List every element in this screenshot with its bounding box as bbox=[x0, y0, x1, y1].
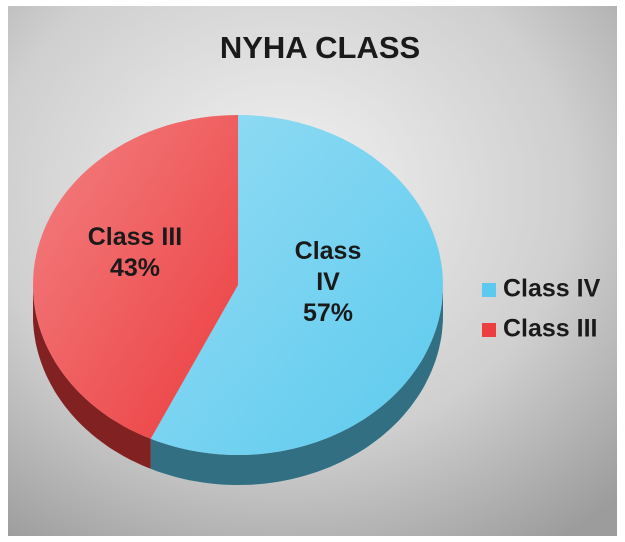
value-label: 43% bbox=[109, 254, 161, 282]
legend-swatch bbox=[482, 323, 496, 337]
slice-side bbox=[33, 285, 151, 469]
slice-side bbox=[150, 285, 443, 485]
slice-label: Class IV 57% bbox=[283, 236, 373, 329]
legend-swatch bbox=[482, 283, 496, 297]
slice-label: Class III 43% bbox=[65, 222, 205, 284]
value-label: 57% bbox=[302, 299, 354, 327]
slice-shine bbox=[33, 115, 238, 439]
legend-label: Class III bbox=[503, 315, 598, 343]
slice-side-shade bbox=[33, 285, 151, 469]
slice-shine bbox=[150, 115, 443, 455]
slice-side-shade bbox=[150, 285, 443, 485]
chart-title: NYHA CLASS bbox=[220, 30, 420, 65]
legend-label: Class IV bbox=[503, 275, 601, 303]
